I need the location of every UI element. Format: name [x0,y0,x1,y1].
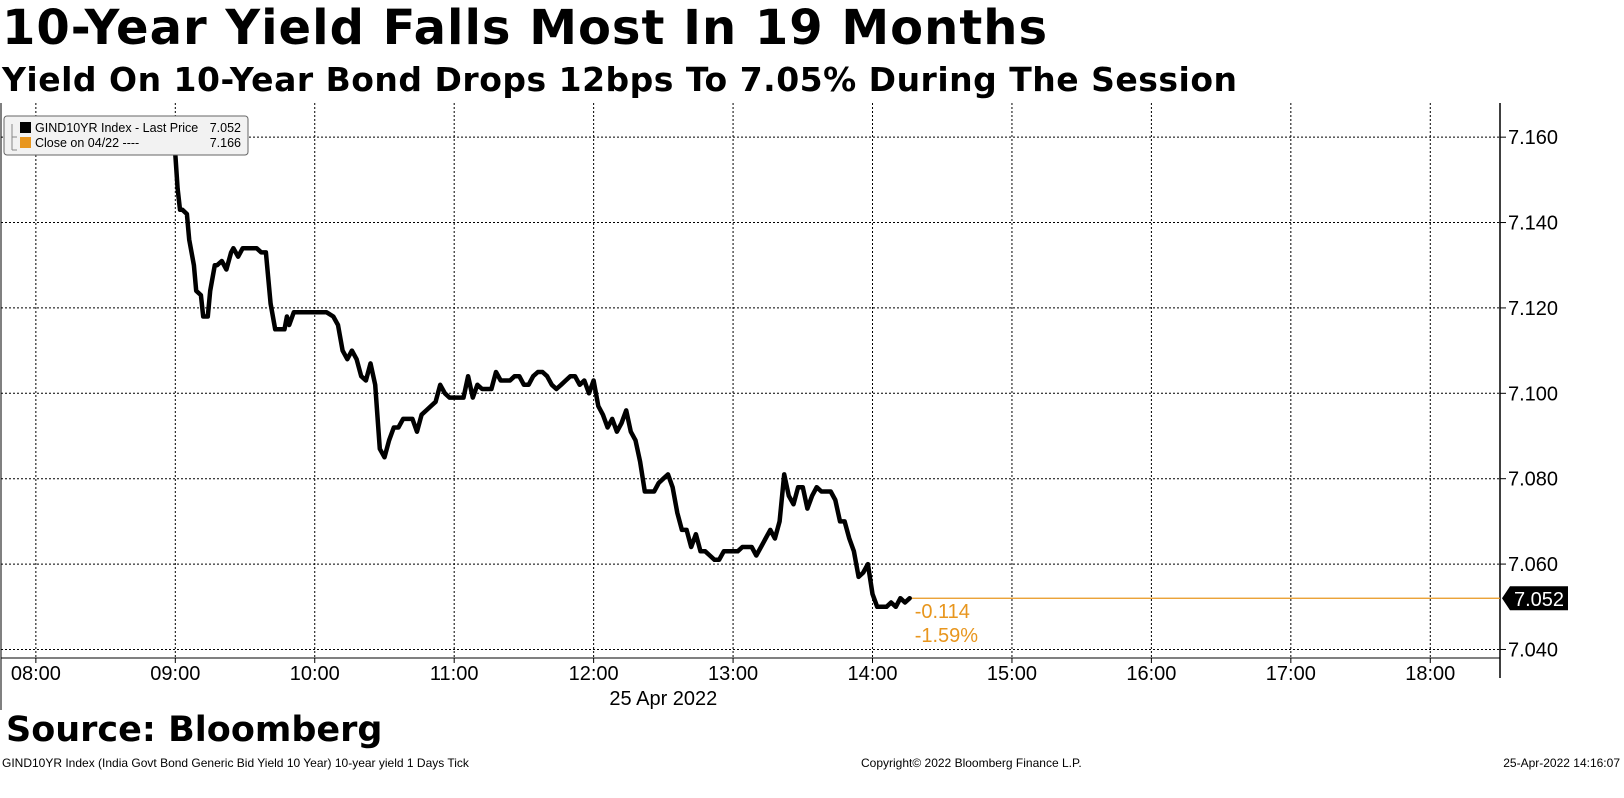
x-tick-label: 13:00 [708,663,758,685]
x-tick-label: 15:00 [987,663,1037,685]
change-value-label: -0.114 [915,601,970,623]
chart-subtitle: Yield On 10-Year Bond Drops 12bps To 7.0… [2,60,1238,99]
price-tag-shape [1502,586,1568,611]
y-tick-label: 7.100 [1508,383,1558,405]
last-price-tag: 7.052 [1502,586,1568,611]
legend-swatch [20,122,31,133]
x-tick-label: 14:00 [847,663,897,685]
footer-copyright: Copyright© 2022 Bloomberg Finance L.P. [861,756,1082,770]
y-tick-label: 7.080 [1508,469,1558,491]
x-tick-label: 17:00 [1266,663,1316,685]
legend-value: 7.166 [210,136,241,150]
axes [0,103,1506,710]
legend-box [3,115,249,156]
series-line [173,151,912,610]
footer-timestamp: 25-Apr-2022 14:16:07 [1503,756,1620,770]
y-tick-labels: 7.040 7.060 7.080 7.100 7.120 7.140 7.160 [1508,127,1558,661]
x-tick-labels: 08:00 09:00 10:00 11:00 12:00 13:00 14:00 15:00… [11,663,1455,710]
change-annotation: -0.114-1.59% [915,601,979,647]
x-axis-date-label: 25 Apr 2022 [609,688,717,710]
legend-label: Close on 04/22 ---- [35,136,139,150]
grid-lines [1,103,1500,658]
legend: GIND10YR Index - Last Price 7.052 Close on… [3,115,249,156]
x-tick-label: 16:00 [1126,663,1176,685]
y-tick-label: 7.140 [1508,213,1558,235]
y-tick-label: 7.120 [1508,298,1558,320]
legend-value: 7.052 [210,121,241,135]
y-tick-label: 7.040 [1508,639,1558,661]
chart-title: 10-Year Yield Falls Most In 19 Months [2,0,1049,56]
y-tick-label: 7.160 [1508,127,1558,149]
x-tick-label: 11:00 [430,663,479,685]
y-tick-label: 7.060 [1508,554,1558,576]
source-label: Source: Bloomberg [6,710,383,750]
x-tick-label: 12:00 [569,663,619,685]
price-tag-value: 7.052 [1514,589,1564,611]
footer-description: GIND10YR Index (India Govt Bond Generic … [2,756,469,770]
legend-tree-lines [11,124,17,151]
series-layer [173,151,912,610]
x-tick-label: 08:00 [11,663,61,685]
change-percent-label: -1.59% [915,625,979,647]
x-tick-label: 09:00 [150,663,200,685]
x-tick-label: 10:00 [290,663,340,685]
x-tick-label: 18:00 [1405,663,1455,685]
legend-label: GIND10YR Index - Last Price [35,121,198,135]
legend-swatch [20,137,31,148]
